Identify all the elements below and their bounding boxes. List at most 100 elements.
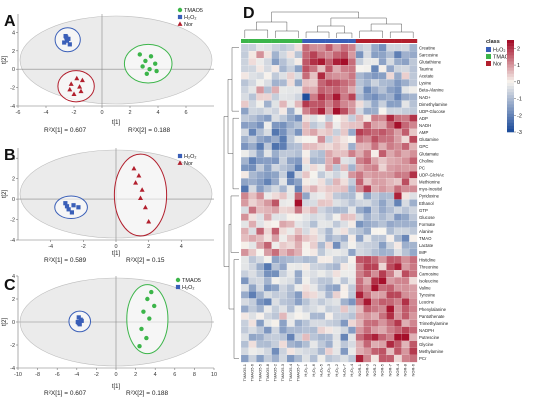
heatmap-cell: [325, 234, 334, 243]
heatmap-cell: [355, 50, 364, 59]
heatmap-cell: [279, 291, 288, 299]
heatmap-cell: [302, 298, 311, 306]
row-label: Dimethylamine: [419, 102, 448, 107]
data-point-nor: [146, 219, 152, 224]
heatmap-cell: [355, 213, 364, 221]
heatmap-cell: [393, 220, 402, 229]
heatmap-cell: [279, 65, 288, 73]
heatmap-cell: [378, 227, 387, 236]
heatmap-cell: [340, 50, 349, 59]
heatmap-cell: [271, 354, 280, 363]
data-point-tmao5: [147, 67, 152, 72]
heatmap-cell: [248, 178, 257, 186]
heatmap-cell: [401, 121, 410, 130]
heatmap-cell: [240, 72, 249, 80]
heatmap-cell: [279, 178, 288, 186]
column-label: NOR-5: [380, 363, 385, 376]
heatmap-cell: [240, 65, 249, 73]
heatmap-cell: [386, 277, 395, 285]
heatmap-cell: [271, 114, 280, 123]
heatmap-cell: [409, 312, 418, 320]
heatmap-cell: [256, 43, 265, 52]
heatmap-cell: [363, 149, 372, 158]
heatmap-cell: [309, 79, 318, 87]
heatmap-cell: [256, 227, 265, 236]
heatmap-cell: [378, 149, 387, 158]
heatmap-cell: [325, 171, 334, 179]
heatmap-cell: [340, 227, 349, 236]
heatmap-cell: [393, 50, 402, 59]
heatmap-cell: [393, 178, 402, 186]
heatmap-cell: [309, 241, 318, 250]
heatmap-cell: [332, 333, 341, 342]
heatmap-cell: [371, 185, 380, 193]
heatmap-cell: [378, 234, 387, 243]
heatmap-cell: [302, 255, 311, 264]
y-axis-label: t[2]: [2, 56, 8, 65]
heatmap-cell: [309, 192, 318, 200]
heatmap-cell: [271, 199, 280, 207]
heatmap-cell: [386, 142, 395, 151]
heatmap-cell: [371, 135, 380, 144]
heatmap-cell: [302, 206, 311, 214]
heatmap-cell: [386, 312, 395, 320]
row-label: Glutamate: [419, 151, 439, 156]
heatmap-cell: [355, 340, 364, 349]
heatmap-cell: [286, 128, 295, 137]
heatmap-cell: [386, 333, 395, 342]
heatmap-cell: [263, 86, 272, 94]
heatmap-cell: [317, 206, 326, 214]
row-label: Glucose: [419, 215, 435, 220]
heatmap-cell: [363, 100, 372, 108]
heatmap-cell: [286, 93, 295, 101]
heatmap-cell: [371, 58, 380, 66]
heatmap-cell: [248, 319, 257, 327]
heatmap-cell: [348, 100, 357, 108]
heatmap-cell: [325, 199, 334, 207]
data-point-h2o2: [76, 205, 81, 210]
colorbar-segment: [507, 95, 514, 99]
heatmap-cell: [240, 227, 249, 236]
data-point-nor: [142, 204, 148, 210]
heatmap-cell: [332, 248, 341, 257]
column-label: NOR-7: [387, 363, 392, 376]
heatmap-cell: [371, 270, 380, 278]
heatmap-cell: [348, 213, 357, 221]
heatmap-cell: [248, 171, 257, 179]
heatmap-cell: [286, 305, 295, 313]
heatmap-cell: [386, 340, 395, 349]
heatmap-cell: [363, 178, 372, 186]
heatmap-cell: [401, 270, 410, 278]
heatmap-cell: [294, 340, 303, 349]
heatmap-cell: [393, 340, 402, 349]
heatmap-cell: [363, 340, 372, 349]
column-label: TMAO5-4: [288, 363, 293, 381]
heatmap-cell: [325, 93, 334, 101]
heatmap-cell: [248, 220, 257, 229]
heatmap-cell: [294, 185, 303, 193]
class-bar-cell: [263, 39, 272, 43]
heatmap-cell: [294, 354, 303, 363]
x-tick-label: 0: [100, 110, 103, 116]
heatmap-cell: [409, 164, 418, 172]
heatmap-cell: [302, 291, 311, 299]
x-tick-label: 0: [114, 372, 117, 378]
heatmap-cell: [409, 50, 418, 59]
heatmap-cell: [409, 149, 418, 158]
heatmap-cell: [240, 178, 249, 186]
heatmap-cell: [386, 354, 395, 363]
panel-letter: B: [4, 147, 16, 164]
heatmap-cell: [386, 213, 395, 221]
heatmap-cell: [240, 58, 249, 66]
heatmap-cell: [256, 156, 265, 165]
heatmap-cell: [401, 277, 410, 285]
data-point-tmao5: [152, 303, 157, 309]
heatmap-cell: [348, 156, 357, 165]
row-label: IMP: [419, 250, 427, 255]
heatmap-cell: [279, 248, 288, 257]
heatmap-cell: [348, 347, 357, 356]
data-point-h2o2: [64, 38, 70, 43]
heatmap-cell: [309, 220, 318, 229]
heatmap-cell: [386, 50, 395, 59]
heatmap-cell: [363, 227, 372, 236]
